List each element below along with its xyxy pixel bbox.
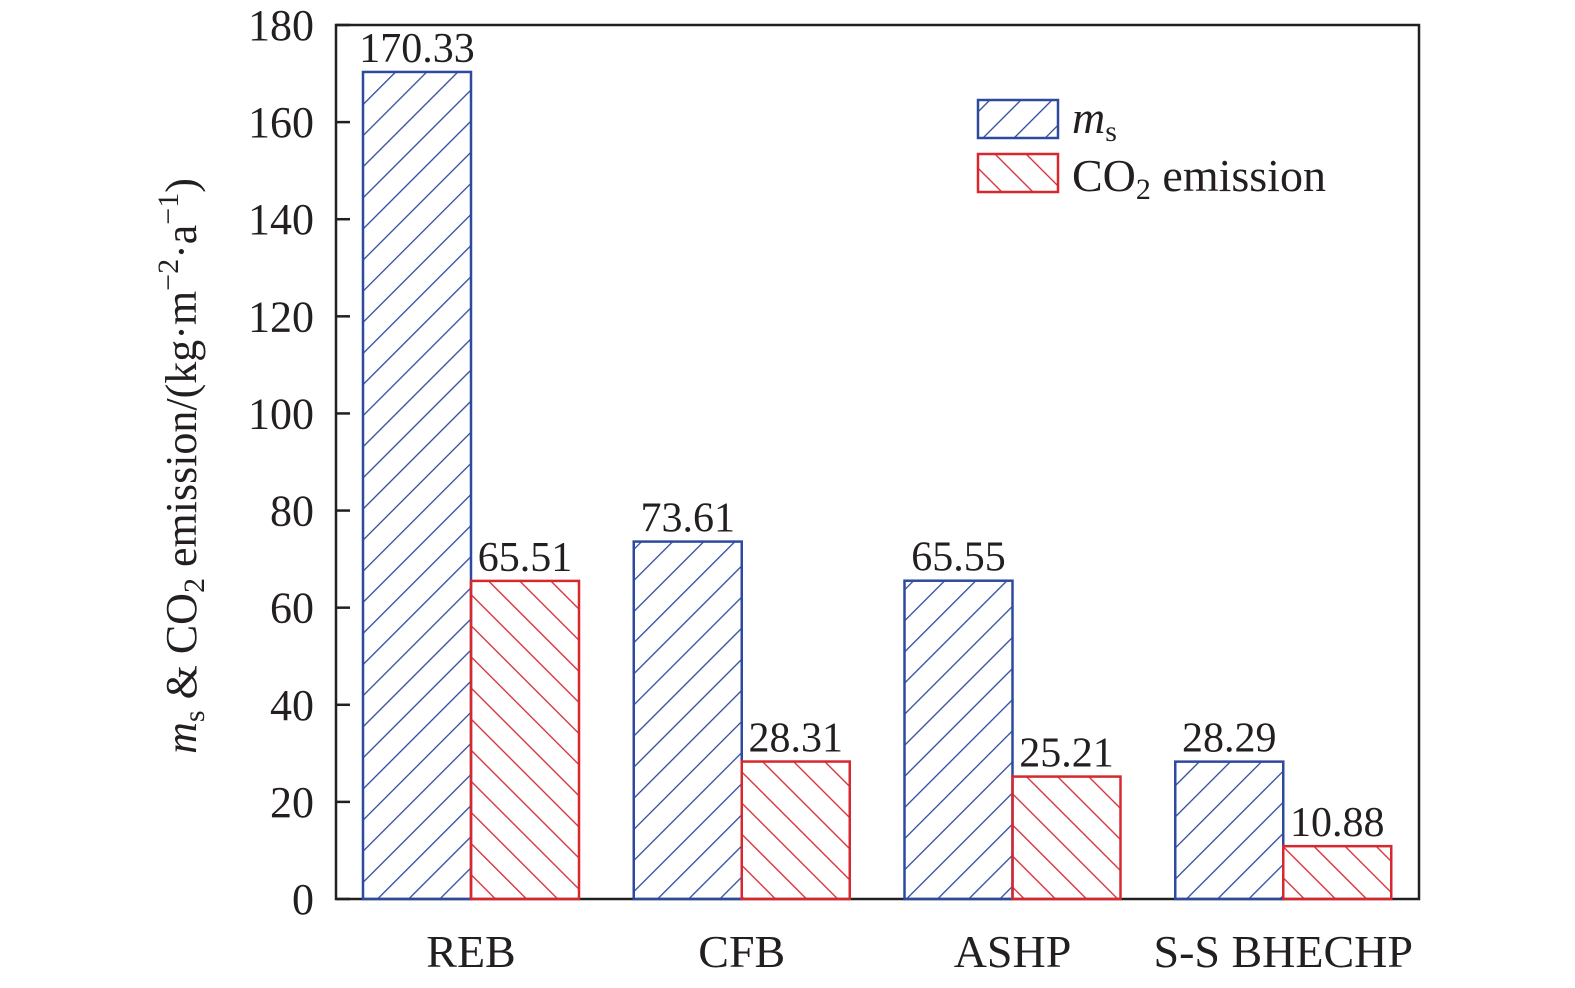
bar-ms xyxy=(361,70,473,901)
bar-value-label: 73.61 xyxy=(641,496,736,542)
y-title-sup-minus1: −1 xyxy=(152,193,185,225)
legend-co2-main: CO xyxy=(1072,150,1136,201)
bar-value-label: 65.51 xyxy=(478,535,573,581)
y-tick-label: 160 xyxy=(248,98,314,147)
y-title-emission: emission/(kg·m xyxy=(157,291,206,578)
y-title-close: ) xyxy=(157,178,206,193)
bar-co2 xyxy=(1282,844,1393,901)
bar-ms xyxy=(1174,760,1285,901)
bar-co2 xyxy=(469,579,581,901)
x-category-label: ASHP xyxy=(954,926,1072,977)
y-title-m: m xyxy=(157,722,206,754)
y-tick-label: 120 xyxy=(248,292,314,341)
y-tick-label: 60 xyxy=(270,584,314,633)
legend-label-ms: ms xyxy=(1072,92,1117,148)
y-tick-label: 40 xyxy=(270,681,314,730)
bar-co2 xyxy=(1011,775,1122,901)
x-category-label: REB xyxy=(426,926,515,977)
legend: ms CO2 emission xyxy=(976,92,1326,206)
y-title-co: & CO xyxy=(157,593,206,710)
bar-value-label: 65.55 xyxy=(911,535,1006,581)
bar-value-label: 25.21 xyxy=(1019,731,1114,777)
y-axis-title: ms & CO2 emission/(kg·m−2·a−1) xyxy=(152,178,211,754)
y-tick-label: 0 xyxy=(292,875,314,924)
legend-label-co2: CO2 emission xyxy=(1072,150,1326,206)
legend-co2-rest: emission xyxy=(1151,150,1326,201)
y-tick-label: 20 xyxy=(270,778,314,827)
bar-value-label: 28.29 xyxy=(1182,716,1277,762)
legend-ms-sub: s xyxy=(1105,115,1117,148)
y-title-sub-2: 2 xyxy=(178,578,211,593)
y-axis-ticks: 0 20 40 60 80 100 120 140 160 180 xyxy=(248,1,350,924)
bar-value-label: 10.88 xyxy=(1290,800,1385,846)
x-axis-categories: REB CFB ASHP S-S BHECHP xyxy=(426,926,1413,977)
legend-ms-main: m xyxy=(1072,92,1105,143)
y-tick-label: 180 xyxy=(248,1,314,50)
y-title-sup-minus2: −2 xyxy=(152,259,185,291)
x-category-label: CFB xyxy=(698,926,785,977)
y-tick-label: 100 xyxy=(248,389,314,438)
bar-co2 xyxy=(740,760,851,901)
plot-frame xyxy=(334,23,1421,901)
y-title-a: ·a xyxy=(157,225,206,259)
x-category-label: S-S BHECHP xyxy=(1154,926,1413,977)
data-labels: 170.33 65.51 73.61 28.31 65.55 25.21 28.29 10.8… xyxy=(359,26,1384,846)
bar-ms xyxy=(903,579,1014,901)
bar-ms xyxy=(632,540,743,901)
legend-swatch-ms xyxy=(976,98,1060,140)
bars xyxy=(361,70,1393,901)
y-title-sub-s: s xyxy=(178,710,211,722)
legend-co2-sub: 2 xyxy=(1136,173,1151,206)
bar-value-label: 28.31 xyxy=(749,716,844,762)
legend-swatch-co2 xyxy=(976,152,1060,194)
y-tick-label: 80 xyxy=(270,487,314,536)
bar-value-label: 170.33 xyxy=(359,26,475,72)
y-tick-label: 140 xyxy=(248,195,314,244)
